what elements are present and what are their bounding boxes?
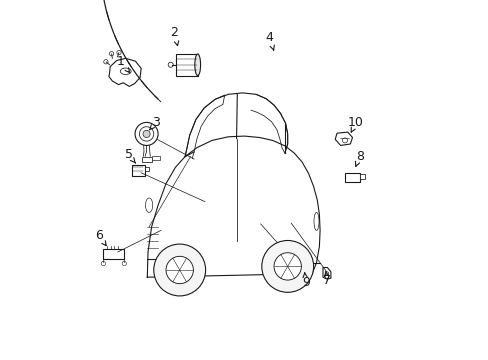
Text: 9: 9	[301, 273, 309, 289]
Bar	[152, 156, 159, 160]
Text: 2: 2	[170, 26, 178, 46]
Circle shape	[166, 256, 193, 284]
Bar	[359, 174, 365, 179]
Text: 5: 5	[124, 148, 135, 163]
Text: 10: 10	[347, 116, 363, 132]
Polygon shape	[185, 95, 224, 158]
Bar	[141, 157, 151, 162]
Bar	[103, 249, 124, 259]
Polygon shape	[297, 264, 307, 278]
Text: 7: 7	[323, 271, 331, 287]
Polygon shape	[250, 94, 287, 153]
Text: 3: 3	[149, 116, 160, 130]
Circle shape	[261, 240, 313, 292]
Text: 8: 8	[355, 150, 363, 166]
Polygon shape	[108, 58, 141, 86]
Bar	[144, 167, 149, 171]
Circle shape	[273, 253, 301, 280]
Bar	[176, 54, 197, 76]
Text: 4: 4	[265, 31, 274, 50]
Ellipse shape	[194, 54, 200, 76]
Bar	[132, 165, 144, 176]
Circle shape	[135, 122, 158, 145]
Text: 1: 1	[116, 55, 129, 72]
Circle shape	[142, 130, 150, 138]
Bar	[344, 173, 359, 182]
Text: 6: 6	[95, 229, 106, 246]
Circle shape	[153, 244, 205, 296]
Polygon shape	[335, 132, 352, 145]
Polygon shape	[322, 267, 330, 279]
